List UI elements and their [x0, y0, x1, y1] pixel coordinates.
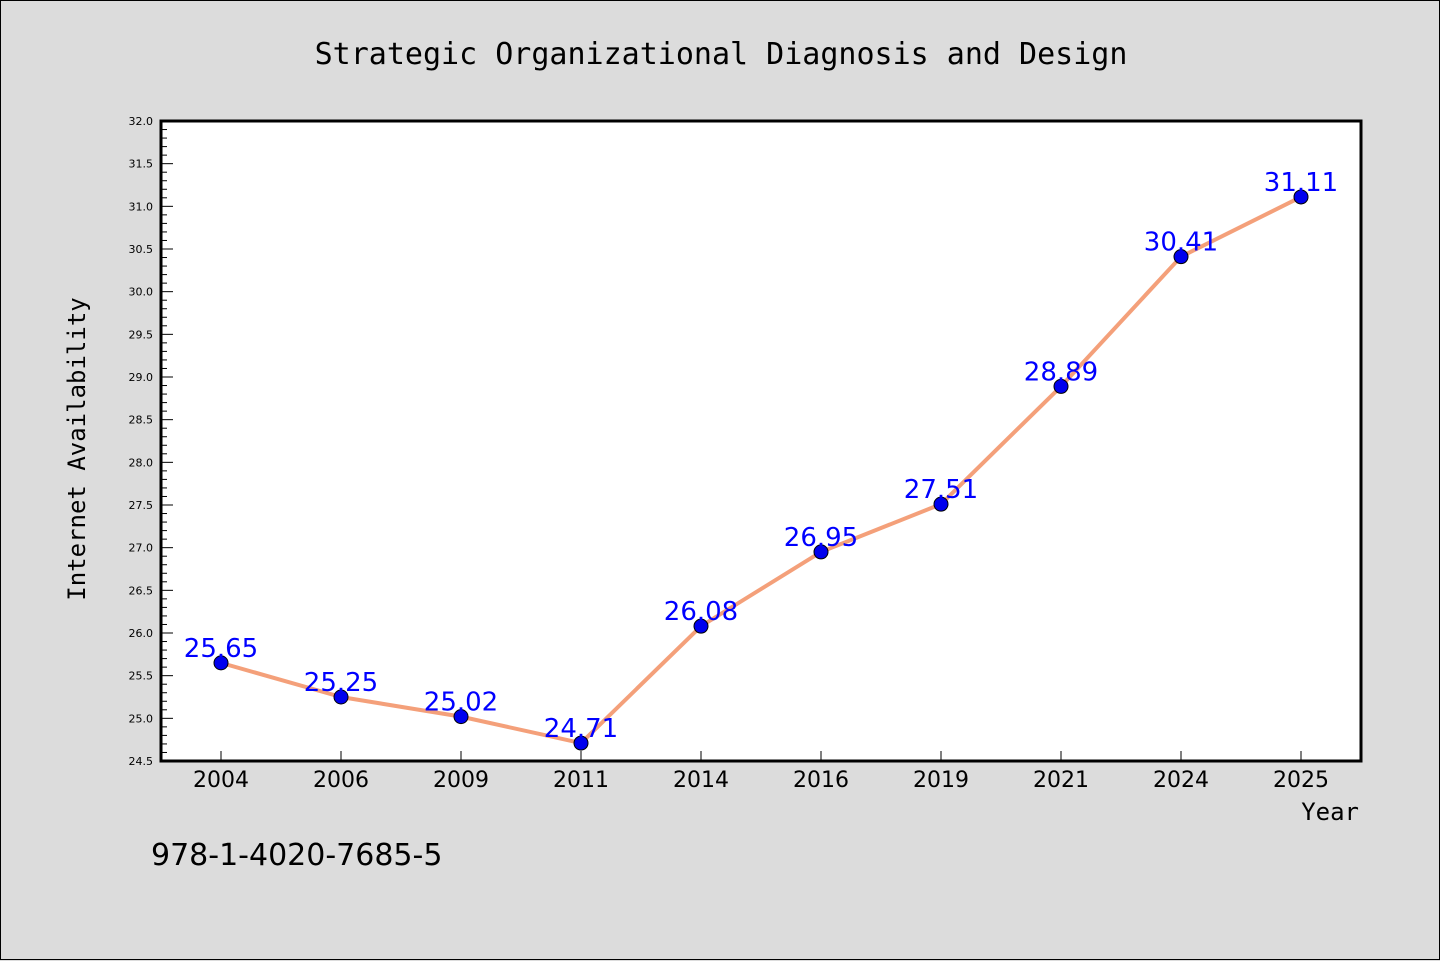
- y-tick-label: 25.5: [129, 670, 154, 683]
- data-point: [333, 689, 349, 705]
- x-axis-label: Year: [1301, 798, 1359, 826]
- y-tick-label: 30.0: [129, 286, 154, 299]
- data-point: [213, 655, 229, 671]
- x-tick-label: 2011: [553, 768, 609, 793]
- y-tick-label: 31.0: [129, 200, 154, 213]
- data-label: 27.51: [904, 475, 978, 505]
- x-tick-label: 2004: [193, 768, 249, 793]
- data-label: 31.11: [1264, 168, 1338, 198]
- y-tick-label: 31.5: [129, 158, 154, 171]
- data-label: 25.25: [304, 668, 378, 698]
- data-label: 26.08: [664, 597, 738, 627]
- x-tick-label: 2014: [673, 768, 729, 793]
- data-point: [1293, 189, 1309, 205]
- y-tick-label: 32.0: [129, 115, 154, 128]
- x-tick-label: 2016: [793, 768, 849, 793]
- y-tick-label: 28.0: [129, 456, 154, 469]
- y-axis: 24.5 25.0 25.5 26.0 26.5 27.0 27.5 28.0 28.5 29.0…: [129, 115, 173, 768]
- y-axis-label: Internet Availability: [63, 297, 91, 600]
- y-tick-label: 29.5: [129, 328, 154, 341]
- data-point: [1173, 249, 1189, 265]
- data-label: 28.89: [1024, 357, 1098, 387]
- y-tick-label: 26.5: [129, 584, 154, 597]
- y-tick-label: 24.5: [129, 755, 154, 768]
- y-tick-label: 30.5: [129, 243, 154, 256]
- y-tick-label: 25.0: [129, 712, 154, 725]
- plot-area: [159, 119, 1363, 763]
- x-tick-label: 2019: [913, 768, 969, 793]
- data-label: 25.65: [184, 634, 258, 664]
- data-label: 30.41: [1144, 228, 1218, 258]
- isbn-text: 978-1-4020-7685-5: [151, 838, 442, 873]
- x-tick-label: 2025: [1273, 768, 1329, 793]
- x-tick-label: 2021: [1033, 768, 1089, 793]
- data-point: [693, 618, 709, 634]
- y-tick-label: 27.5: [129, 499, 154, 512]
- data-point: [573, 735, 589, 751]
- data-point: [933, 496, 949, 512]
- y-tick-label: 26.0: [129, 627, 154, 640]
- x-tick-label: 2024: [1153, 768, 1209, 793]
- x-tick-label: 2006: [313, 768, 369, 793]
- y-tick-label: 29.0: [129, 371, 154, 384]
- series-line: [220, 195, 1302, 746]
- data-point: [813, 544, 829, 560]
- x-axis: 2004 2006 2009 2011 2014 2016 2019 2021 2024 2025: [193, 751, 1329, 793]
- data-label: 26.95: [784, 523, 858, 553]
- data-point: [1053, 378, 1069, 394]
- x-tick-label: 2009: [433, 768, 489, 793]
- data-label: 24.71: [544, 714, 618, 744]
- chart-title: Strategic Organizational Diagnosis and D…: [315, 37, 1128, 72]
- y-tick-label: 28.5: [129, 414, 154, 427]
- data-label: 25.02: [424, 688, 498, 718]
- data-point: [453, 709, 469, 725]
- data-label-layer: 25.65 25.25 25.02 24.71 26.08 26.95 27.51 28.89…: [184, 168, 1338, 744]
- y-tick-label: 27.0: [129, 542, 154, 555]
- series-layer: [213, 189, 1309, 751]
